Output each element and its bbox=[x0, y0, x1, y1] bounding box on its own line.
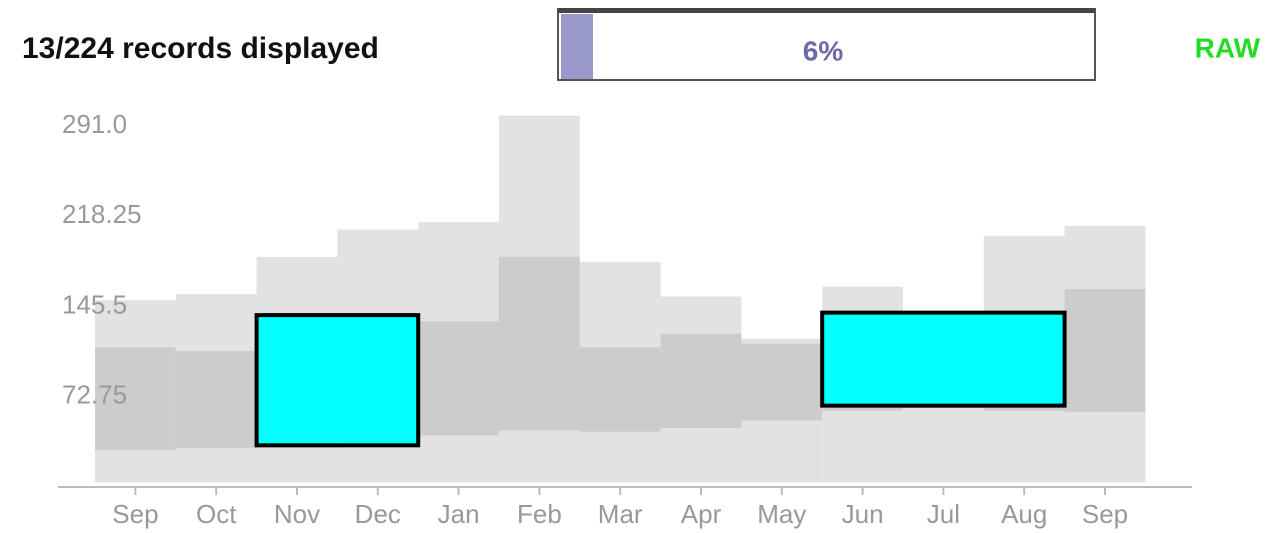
x-tick-label: Oct bbox=[196, 499, 237, 529]
y-tick-label: 145.5 bbox=[62, 289, 127, 319]
y-tick-label: 218.25 bbox=[62, 199, 142, 229]
range-inner bbox=[175, 351, 257, 448]
selection-box bbox=[254, 313, 421, 448]
y-tick-label: 72.75 bbox=[62, 380, 127, 410]
x-tick-label: Apr bbox=[681, 499, 722, 529]
progress-label: 6% bbox=[803, 35, 844, 66]
x-tick-label: Aug bbox=[1001, 499, 1047, 529]
range-inner bbox=[741, 343, 823, 421]
x-tick-label: Sep bbox=[1082, 499, 1128, 529]
x-tick-label: Feb bbox=[517, 499, 562, 529]
plot bbox=[95, 115, 1146, 483]
range-inner bbox=[579, 347, 661, 432]
progress-top bbox=[558, 8, 1095, 13]
progress-fill bbox=[561, 14, 594, 79]
range-inner bbox=[660, 333, 742, 428]
mode-label[interactable]: RAW bbox=[1195, 32, 1261, 63]
range-inner bbox=[418, 321, 499, 436]
x-tick-label: Dec bbox=[355, 499, 401, 529]
x-tick-label: May bbox=[757, 499, 806, 529]
x-tick-label: Nov bbox=[274, 499, 320, 529]
selection-box bbox=[820, 310, 1067, 408]
range-inner bbox=[95, 347, 176, 451]
x-tick-label: Jul bbox=[927, 499, 960, 529]
x-tick-label: Mar bbox=[598, 499, 643, 529]
range-inner bbox=[499, 256, 580, 431]
y-tick-label: 291.0 bbox=[62, 109, 127, 139]
range-inner bbox=[1064, 289, 1146, 412]
status-text: 13/224 records displayed bbox=[22, 32, 379, 65]
x-tick-label: Jan bbox=[438, 499, 480, 529]
x-tick-label: Jun bbox=[842, 499, 884, 529]
progress-bar bbox=[557, 8, 1096, 81]
x-tick-label: Sep bbox=[112, 499, 158, 529]
